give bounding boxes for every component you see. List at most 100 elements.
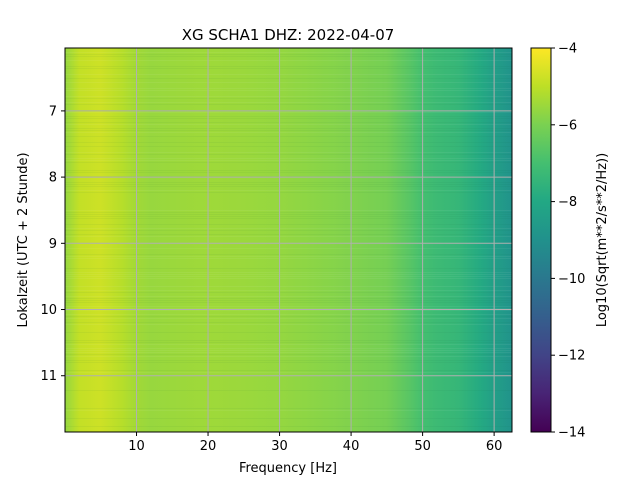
colorbar: −4 −6 −8 −10 −12 −14 Log10(Sqrt(m**2/s**2/Hz)… xyxy=(530,42,610,441)
texture-stripe xyxy=(65,352,512,353)
texture-stripe xyxy=(65,170,512,171)
texture-stripe xyxy=(65,322,512,323)
x-tick-label: 10 xyxy=(128,439,145,454)
colorbar-tick-label: −8 xyxy=(558,195,577,210)
texture-stripe xyxy=(65,82,512,83)
texture-stripe xyxy=(65,88,512,89)
texture-stripe xyxy=(65,210,512,211)
texture-stripe xyxy=(65,104,512,105)
texture-stripe xyxy=(65,218,512,219)
texture-stripe xyxy=(65,230,512,231)
texture-stripe xyxy=(65,184,512,185)
texture-stripe xyxy=(65,254,512,255)
texture-stripe xyxy=(65,290,512,291)
texture-stripe xyxy=(65,122,512,123)
y-axis-label: Lokalzeit (UTC + 2 Stunde) xyxy=(16,152,31,327)
texture-stripe xyxy=(65,136,512,137)
texture-stripe xyxy=(65,216,512,217)
texture-stripe xyxy=(65,74,512,75)
y-tick-label: 10 xyxy=(40,303,57,318)
texture-stripe xyxy=(65,344,512,345)
texture-stripe xyxy=(65,360,512,361)
texture-stripe xyxy=(65,124,512,125)
texture-stripe xyxy=(65,102,512,103)
texture-stripe xyxy=(65,390,512,391)
texture-stripe xyxy=(65,272,512,273)
texture-stripe xyxy=(65,214,512,215)
chart-title: XG SCHA1 DHZ: 2022-04-07 xyxy=(182,26,395,44)
texture-stripe xyxy=(65,176,512,177)
texture-stripe xyxy=(65,426,512,427)
texture-stripe xyxy=(65,316,512,317)
texture-stripe xyxy=(65,228,512,229)
texture-stripe xyxy=(65,68,512,69)
texture-stripe xyxy=(65,410,512,411)
texture-stripe xyxy=(65,302,512,303)
texture-stripe xyxy=(65,310,512,311)
texture-stripe xyxy=(65,314,512,315)
colorbar-gradient-bar xyxy=(530,47,552,433)
colorbar-tick-label: −14 xyxy=(558,426,585,441)
texture-stripe xyxy=(65,268,512,269)
texture-stripe xyxy=(65,286,512,287)
texture-stripe xyxy=(65,306,512,307)
texture-stripe xyxy=(65,258,512,259)
x-tick-label: 50 xyxy=(414,439,431,454)
texture-stripe xyxy=(65,274,512,275)
x-axis-label: Frequency [Hz] xyxy=(239,461,337,476)
texture-stripe xyxy=(65,332,512,333)
y-tick-label: 11 xyxy=(40,369,57,384)
texture-stripe xyxy=(65,162,512,163)
texture-stripe xyxy=(65,340,512,341)
texture-stripe xyxy=(65,354,512,355)
texture-stripe xyxy=(65,158,512,159)
texture-stripe xyxy=(65,128,512,129)
texture-stripe xyxy=(65,350,512,351)
texture-stripe xyxy=(65,154,512,155)
y-tick-label: 7 xyxy=(49,104,57,119)
texture-stripe xyxy=(65,308,512,309)
texture-stripe xyxy=(65,292,512,293)
texture-stripe xyxy=(65,172,512,173)
plot-frame xyxy=(64,47,513,433)
texture-stripe xyxy=(65,356,512,357)
texture-stripe xyxy=(65,98,512,99)
texture-stripe xyxy=(65,298,512,299)
texture-stripe xyxy=(65,190,512,191)
colorbar-tick-label: −10 xyxy=(558,272,585,287)
texture-stripe xyxy=(65,296,512,297)
texture-stripe xyxy=(65,408,512,409)
texture-stripe xyxy=(65,212,512,213)
texture-stripe xyxy=(65,234,512,235)
texture-stripe xyxy=(65,66,512,67)
texture-stripe xyxy=(65,318,512,319)
texture-stripe xyxy=(65,418,512,419)
texture-stripe xyxy=(65,370,512,371)
texture-stripe xyxy=(65,116,512,117)
texture-stripe xyxy=(65,78,512,79)
colorbar-ticks: −4 −6 −8 −10 −12 −14 xyxy=(551,42,585,441)
texture-stripe xyxy=(65,96,512,97)
texture-stripe xyxy=(65,236,512,237)
texture-stripe xyxy=(65,256,512,257)
texture-stripe xyxy=(65,372,512,373)
x-tick-label: 60 xyxy=(486,439,503,454)
colorbar-tick-label: −4 xyxy=(558,42,577,57)
texture-stripe xyxy=(65,182,512,183)
texture-stripe xyxy=(65,130,512,131)
y-tick-label: 9 xyxy=(49,237,57,252)
texture-stripe xyxy=(65,160,512,161)
colorbar-tick-label: −12 xyxy=(558,349,585,364)
texture-stripe xyxy=(65,348,512,349)
heatmap-image xyxy=(65,48,512,432)
texture-stripe xyxy=(65,152,512,153)
texture-stripe xyxy=(65,300,512,301)
y-axis: 7 8 9 10 11 xyxy=(40,104,65,384)
x-tick-label: 20 xyxy=(200,439,217,454)
colorbar-label: Log10(Sqrt(m**2/s**2/Hz)) xyxy=(595,153,610,327)
texture-stripe xyxy=(65,90,512,91)
grid-lines xyxy=(65,48,512,432)
texture-stripe xyxy=(65,324,512,325)
texture-stripe xyxy=(65,342,512,343)
